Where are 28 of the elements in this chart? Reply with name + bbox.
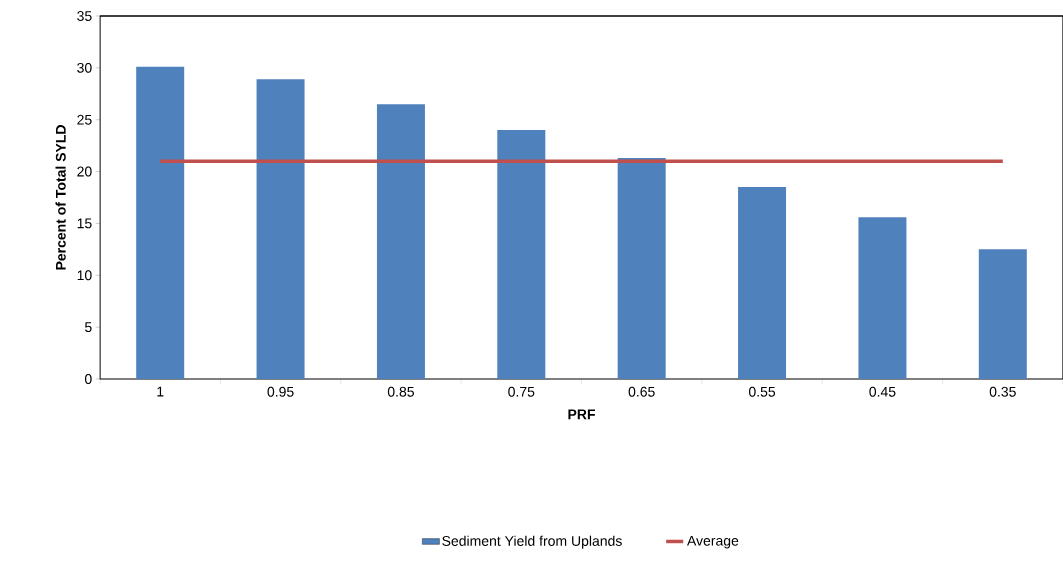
- x-tick-label: 0.65: [628, 386, 655, 397]
- x-tick-label: 0.95: [267, 386, 294, 397]
- y-tick-label: 15: [77, 218, 92, 229]
- bar: [858, 217, 907, 379]
- bar: [256, 79, 305, 379]
- y-tick-label: 30: [77, 62, 92, 73]
- y-tick-label: 0: [84, 374, 92, 384]
- y-tick-label: 10: [77, 270, 92, 281]
- y-axis-title: Percent of Total SYLD: [55, 125, 66, 270]
- y-tick-label: 5: [84, 322, 92, 333]
- bar: [978, 249, 1027, 379]
- legend-label: Average: [686, 535, 739, 549]
- bar: [376, 104, 425, 379]
- y-tick-label: 25: [77, 114, 92, 125]
- bar: [497, 130, 546, 379]
- x-axis-title: PRF: [568, 409, 595, 420]
- x-tick-label: 1: [157, 386, 164, 397]
- bar: [136, 66, 185, 379]
- x-tick-label: 0.45: [869, 386, 896, 397]
- y-tick-label: 35: [77, 11, 92, 21]
- bar: [738, 187, 787, 379]
- y-tick-label: 20: [77, 166, 92, 177]
- x-tick-label: 0.85: [387, 386, 414, 397]
- legend-label: Sediment Yield from Uplands: [442, 535, 622, 549]
- x-tick-label: 0.35: [989, 386, 1016, 397]
- x-tick-label: 0.55: [748, 386, 776, 397]
- bar: [617, 158, 666, 379]
- x-tick-label: 0.75: [508, 386, 535, 397]
